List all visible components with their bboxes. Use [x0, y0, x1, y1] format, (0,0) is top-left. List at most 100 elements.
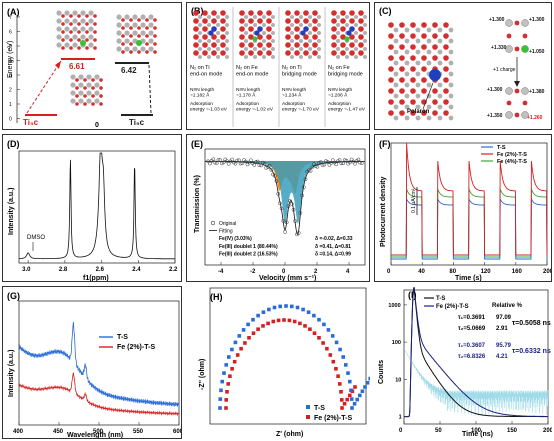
ti-atom — [124, 22, 130, 28]
o-atom — [83, 78, 87, 82]
o-atom — [85, 30, 89, 34]
ti-atom — [393, 82, 399, 88]
ti-atom — [448, 49, 454, 55]
o-atom — [202, 18, 208, 24]
panel-g-label: (G) — [7, 291, 20, 301]
ti-atom — [88, 18, 94, 24]
ti-atom — [88, 26, 94, 32]
ti-atom — [426, 115, 432, 121]
ti-atom — [415, 115, 421, 121]
pl-trace-fe2 — [18, 372, 180, 417]
o-atom — [69, 14, 73, 18]
o-atom — [331, 50, 337, 56]
ti-atom — [70, 74, 76, 80]
o-atom — [432, 99, 438, 105]
o-atom — [99, 78, 103, 82]
o-atom — [77, 14, 81, 18]
y-tick-label: 1 — [9, 102, 12, 108]
ti-atom — [308, 31, 312, 35]
impedance-point — [334, 340, 339, 345]
data-point — [230, 157, 234, 162]
ti-atom — [426, 49, 432, 55]
o-atom — [75, 86, 79, 90]
ti-atom — [437, 38, 443, 44]
ti-atom — [345, 47, 349, 51]
o-atom — [303, 10, 309, 16]
trpl-decay: Counts (I) T-S Fe (2%)-T-S 0 50 100 150 200 10… — [378, 286, 552, 438]
o-atom — [85, 14, 89, 18]
ti-atom — [64, 34, 70, 40]
pl-spectrum: (G) Intensity (a.u.) T-S Fe (2%)-T-S 400 4… — [7, 291, 181, 439]
o-atom — [61, 46, 65, 50]
o-atom — [77, 38, 81, 42]
o-atom — [388, 77, 394, 83]
ti-atom — [505, 111, 513, 119]
ti-atom — [521, 87, 529, 95]
mode-length: N≡N length ~1.182 Å — [190, 87, 214, 99]
fe-r2: 4.21 — [496, 354, 508, 360]
fe-atom — [136, 40, 142, 46]
impedance-point — [338, 382, 342, 386]
ti-atom — [448, 71, 454, 77]
panel-c-label: (C) — [379, 6, 392, 16]
ti-atom — [88, 42, 94, 48]
o-atom — [93, 14, 97, 18]
ti-atom — [244, 47, 248, 51]
impedance-point — [220, 379, 224, 384]
o-atom — [211, 42, 217, 48]
o-atom — [137, 18, 141, 22]
ti-atom — [448, 38, 454, 44]
o-atom — [388, 55, 394, 61]
ti-atom — [363, 31, 367, 35]
ti-atom — [80, 18, 86, 24]
o-atom — [145, 18, 149, 22]
x-tick-label: 200 — [543, 428, 552, 434]
n-atom — [211, 26, 217, 32]
ti-atom — [94, 82, 100, 88]
data-point — [252, 163, 257, 167]
ti-atom — [64, 42, 70, 48]
ti-atom — [148, 46, 154, 52]
ti-atom — [262, 31, 266, 35]
o-atom — [388, 44, 394, 50]
impedance-point — [261, 324, 265, 328]
ti-atom — [336, 39, 340, 43]
o-atom — [239, 26, 245, 32]
o-atom — [303, 50, 309, 56]
ti-left-label: Ti₅c — [23, 118, 39, 127]
n-atom — [346, 30, 352, 36]
ti-atom — [290, 55, 294, 59]
o-atom — [69, 30, 73, 34]
o-atom — [61, 38, 65, 42]
ti-atom — [72, 34, 78, 40]
ti-atom — [437, 115, 443, 121]
ti-atom — [299, 15, 303, 19]
data-point — [262, 162, 267, 166]
impedance-point — [246, 322, 250, 327]
ti-atom — [426, 27, 432, 33]
ti-atom — [207, 55, 211, 59]
data-point — [259, 163, 263, 168]
o-atom — [137, 50, 141, 54]
o-atom — [239, 34, 245, 40]
o-atom — [248, 42, 254, 48]
o-atom — [294, 10, 300, 16]
ti-atom — [505, 45, 513, 53]
ts-tau2: τ₂=5.0669 — [458, 326, 486, 332]
y-tick-label: 100 — [392, 340, 401, 346]
o-atom — [91, 86, 95, 90]
fe-atom — [80, 40, 86, 46]
y-tick-label: 6 — [9, 30, 12, 36]
panel-g-xlabel: Wavelength (nm) — [67, 432, 123, 439]
ti-atom — [290, 31, 294, 35]
ti-atom — [317, 31, 321, 35]
y-tick-label: 7 — [9, 15, 12, 21]
ti-atom — [198, 23, 202, 27]
x-tick-label: 160 — [512, 269, 523, 275]
o-atom — [248, 50, 254, 56]
o-atom — [294, 34, 300, 40]
data-point — [245, 162, 250, 167]
data-point — [284, 220, 289, 225]
legend-entry: Fe(III) doublet 2 (16.53%) — [219, 251, 278, 257]
